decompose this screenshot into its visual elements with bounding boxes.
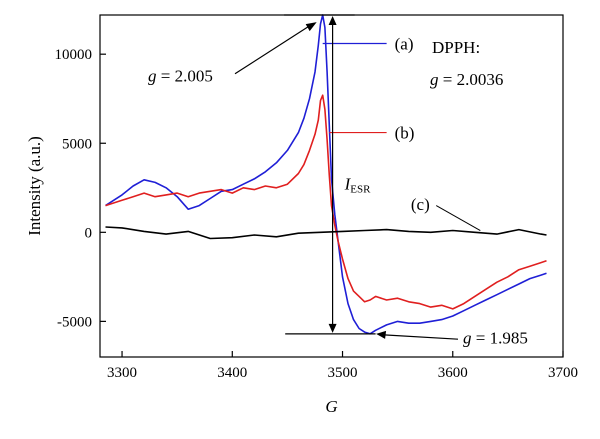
g-peak-arrow-head bbox=[305, 22, 317, 32]
series-b-line bbox=[105, 94, 547, 310]
series-layer bbox=[105, 14, 547, 335]
plot-frame bbox=[99, 14, 564, 358]
g-trough-arrow bbox=[384, 334, 459, 340]
x-tick-label: 3500 bbox=[328, 365, 358, 381]
i-esr-arrow-head-bottom bbox=[328, 323, 337, 333]
dpph-title: DPPH: bbox=[432, 38, 480, 57]
x-tick-label: 3600 bbox=[438, 365, 468, 381]
y-axis-label: Intensity (a.u.) bbox=[25, 136, 44, 236]
series-c-line bbox=[105, 226, 547, 240]
label-c-leader bbox=[435, 205, 481, 231]
i-esr-label: IESR bbox=[344, 175, 372, 196]
label-b: (b) bbox=[395, 124, 415, 143]
x-tick-label: 3300 bbox=[107, 365, 137, 381]
axis-layer: 3300 3400 3500 3600 3700 -5000 0 5000 10000 bbox=[55, 47, 579, 381]
label-c: (c) bbox=[411, 195, 430, 214]
series-a-line bbox=[105, 14, 547, 335]
g-trough-label: g = 1.985 bbox=[463, 328, 528, 347]
y-tick-label: 0 bbox=[85, 225, 93, 241]
x-tick-label: 3400 bbox=[217, 365, 247, 381]
g-trough-arrow-head bbox=[376, 330, 387, 339]
x-tick-label: 3700 bbox=[548, 365, 578, 381]
y-tick-label: 5000 bbox=[62, 136, 92, 152]
label-a: (a) bbox=[395, 35, 414, 54]
g-peak-arrow bbox=[234, 24, 312, 75]
annotation-layer: (a) (b) (c) IESR g = 2.005 g = 1.985 DPPH: g = … bbox=[148, 14, 528, 347]
dpph-value: g = 2.0036 bbox=[430, 70, 503, 89]
y-tick-label: 10000 bbox=[55, 47, 93, 63]
y-tick-label: -5000 bbox=[57, 314, 92, 330]
x-axis-label: G bbox=[325, 397, 337, 416]
i-esr-arrow-head-top bbox=[328, 16, 337, 25]
g-peak-label: g = 2.005 bbox=[148, 67, 213, 86]
